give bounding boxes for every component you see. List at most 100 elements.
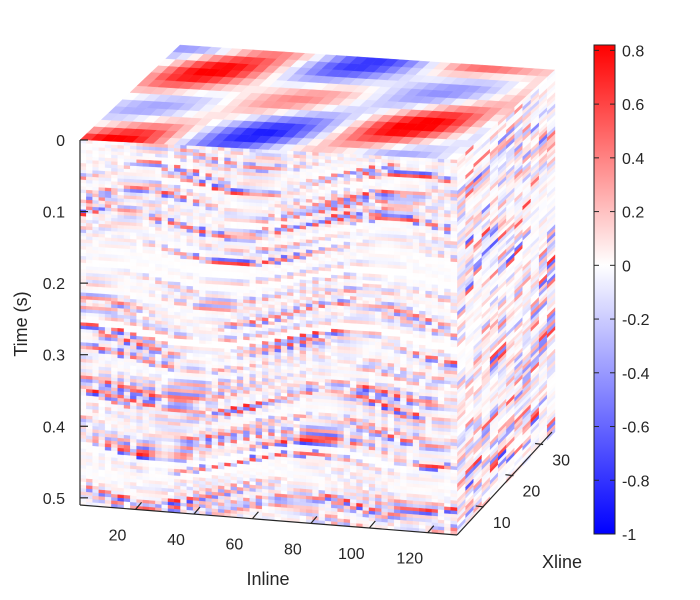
xline-slice-cell — [243, 252, 250, 257]
xline-slice-cell — [155, 240, 162, 245]
xline-slice-cell — [186, 218, 194, 224]
xline-slice-cell — [287, 261, 294, 267]
xline-slice-cell — [306, 215, 313, 221]
xline-slice-cell — [356, 167, 363, 173]
xline-slice-cell — [412, 198, 420, 203]
xline-slice-cell — [217, 183, 225, 189]
xline-slice-cell — [450, 241, 458, 246]
xline-slice-cell — [262, 162, 269, 168]
xline-slice-cell — [274, 325, 282, 330]
xline-slice-cell — [356, 178, 363, 183]
xline-slice-cell — [387, 244, 395, 249]
xline-slice-cell — [174, 168, 181, 173]
xline-slice-cell — [268, 223, 275, 228]
xline-slice-cell — [180, 312, 188, 317]
xline-slice-cell — [79, 249, 87, 254]
xline-slice-cell — [123, 298, 131, 303]
xline-slice-cell — [356, 313, 363, 318]
xline-slice-cell — [255, 189, 263, 194]
xline-slice-cell — [230, 285, 238, 290]
xline-slice-cell — [180, 225, 188, 230]
xline-slice-cell — [174, 248, 181, 253]
xline-slice-cell — [287, 177, 294, 182]
xline-slice-cell — [425, 321, 433, 326]
xline-slice-cell — [174, 315, 181, 320]
xline-slice-cell — [148, 230, 156, 235]
xline-slice-cell — [350, 292, 357, 298]
xline-slice-cell — [381, 216, 389, 222]
xline-slice-cell — [375, 179, 382, 184]
xline-slice-cell — [98, 303, 106, 308]
xline-slice-cell — [236, 255, 244, 260]
xline-slice-cell — [155, 170, 162, 175]
xline-slice-cell — [199, 176, 206, 181]
xline-slice-cell — [136, 239, 144, 244]
xline-slice-cell — [155, 200, 162, 205]
xline-slice-cell — [419, 320, 426, 326]
xline-slice-cell — [312, 195, 319, 201]
xline-slice-cell — [243, 259, 250, 264]
xline-slice-cell — [280, 200, 288, 206]
xline-slice-cell — [318, 338, 326, 343]
xline-slice-cell — [362, 164, 370, 170]
xline-slice-cell — [274, 153, 282, 158]
xline-slice-cell — [86, 189, 93, 195]
xline-slice-cell — [419, 171, 426, 176]
xline-slice-cell — [362, 229, 370, 234]
xline-slice-cell — [406, 208, 414, 213]
xline-slice-cell — [104, 220, 112, 226]
xline-slice-cell — [343, 268, 351, 274]
xline-slice-cell — [167, 251, 175, 256]
xline-slice-cell — [224, 201, 232, 206]
xline-slice-cell — [98, 286, 106, 292]
xline-slice-cell — [117, 234, 125, 240]
xline-slice-cell — [299, 215, 307, 220]
xline-slice-cell — [104, 174, 112, 179]
xline-slice-cell — [437, 192, 445, 198]
xline-slice-cell — [381, 196, 389, 201]
xline-slice-cell — [192, 222, 200, 227]
xline-slice-cell — [350, 191, 357, 196]
xline-slice-cell — [217, 230, 225, 236]
xline-slice-cell — [224, 251, 232, 256]
xline-slice-cell — [255, 216, 263, 221]
xline-slice-cell — [104, 237, 112, 242]
xline-slice-cell — [161, 304, 169, 309]
xline-slice-cell — [217, 237, 225, 242]
xline-slice-cell — [211, 253, 219, 259]
xline-slice-cell — [400, 197, 407, 202]
xline-slice-cell — [444, 244, 451, 249]
xline-slice-cell — [312, 182, 319, 187]
xline-slice-cell — [419, 276, 426, 282]
xline-slice-cell — [425, 185, 433, 190]
xline-slice-cell — [299, 188, 307, 193]
xline-slice-cell — [331, 153, 338, 158]
xline-slice-cell — [318, 169, 326, 174]
xline-slice-cell — [394, 220, 401, 226]
xline-slice-cell — [274, 314, 282, 320]
xline-slice-cell — [136, 259, 144, 264]
xline-slice-cell — [262, 330, 269, 336]
xline-slice-cell — [306, 202, 313, 207]
xline-slice-cell — [437, 220, 445, 225]
xline-slice-cell — [130, 252, 137, 257]
xline-slice-cell — [161, 244, 169, 249]
xline-slice-cell — [167, 207, 175, 213]
xline-slice-cell — [180, 181, 188, 187]
xline-slice-cell — [205, 270, 213, 275]
xline-slice-cell — [117, 254, 125, 260]
xline-slice-cell — [268, 227, 275, 232]
xline-slice-cell — [394, 326, 401, 331]
xline-slice-cell — [111, 211, 118, 216]
xline-slice-cell — [224, 237, 232, 243]
xline-slice-cell — [412, 188, 420, 193]
xline-slice-cell — [280, 318, 288, 324]
xline-slice-cell — [375, 294, 382, 299]
xline-slice-cell — [199, 182, 206, 188]
xline-slice-cell — [236, 201, 244, 206]
xline-slice-cell — [299, 296, 307, 301]
xline-slice-cell — [312, 249, 319, 255]
xline-slice-cell — [174, 201, 181, 206]
xline-slice-cell — [437, 288, 445, 293]
xline-slice-cell — [274, 183, 282, 188]
